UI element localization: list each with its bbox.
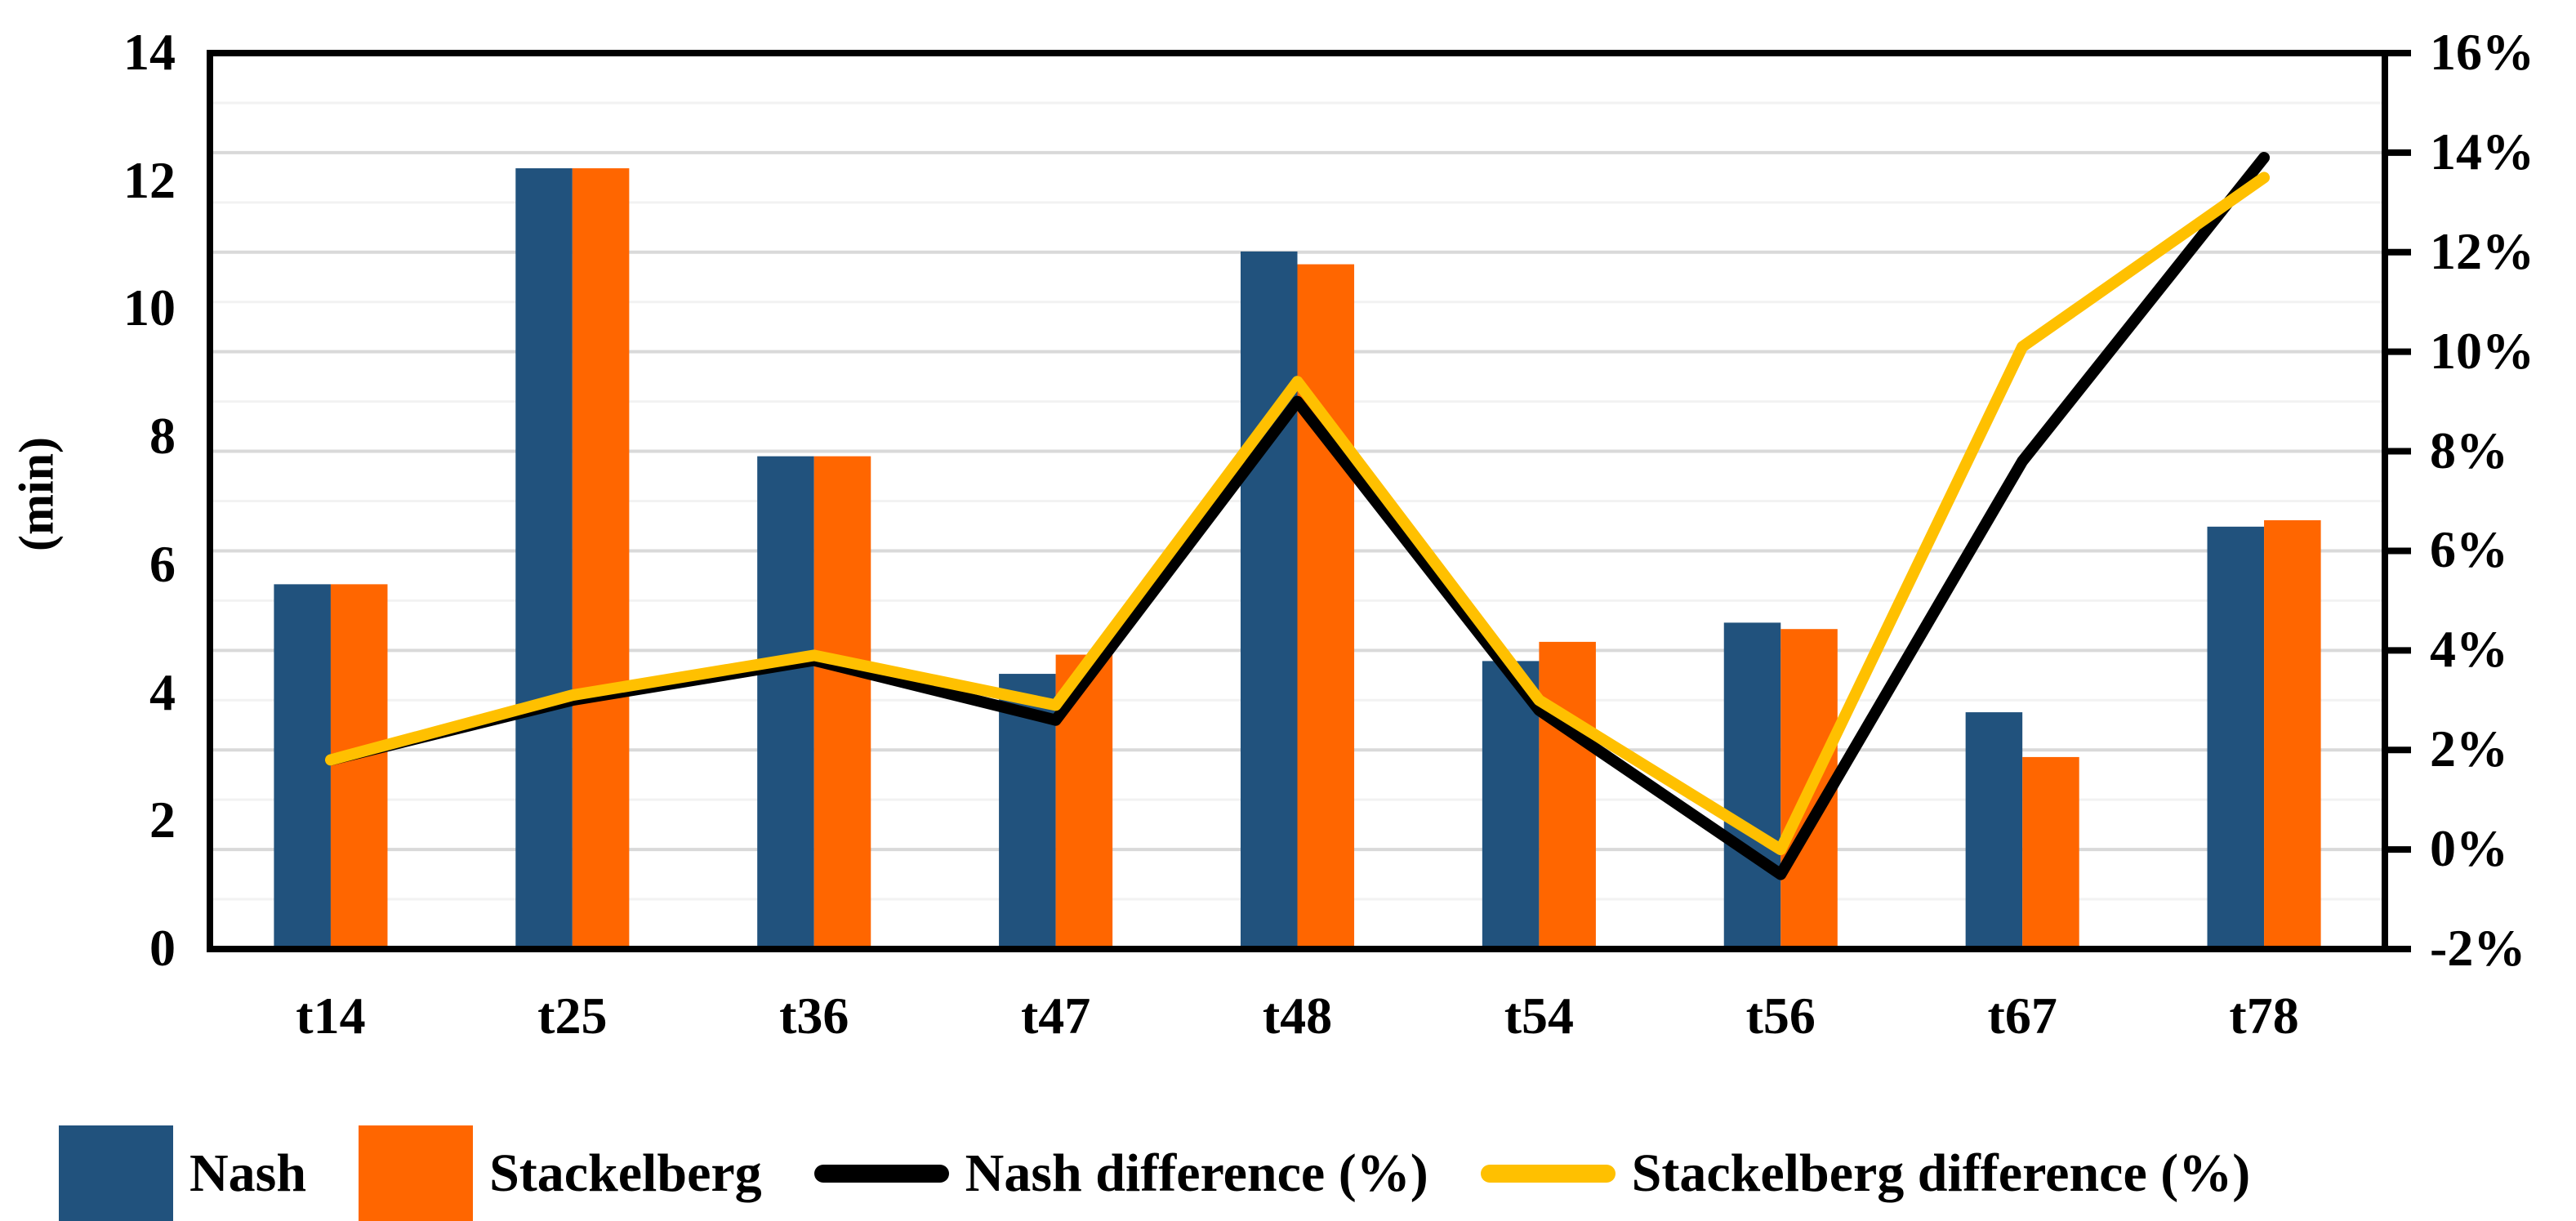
- stackelberg-bar: [813, 456, 871, 946]
- left-axis-tick-label: 6: [149, 534, 176, 593]
- stackelberg-bar: [330, 584, 388, 946]
- x-axis-category-label: t36: [779, 987, 849, 1045]
- right-axis-tick-label: -2%: [2430, 919, 2526, 977]
- right-axis-tick-label: 14%: [2430, 122, 2534, 180]
- legend-item-stackelberg: Stackelberg: [359, 1125, 762, 1221]
- right-axis-tick-label: 10%: [2430, 321, 2534, 380]
- right-axis-tick-label: 8%: [2430, 421, 2508, 479]
- legend-label-stackelberg-difference: Stackelberg difference (%): [1631, 1143, 2251, 1203]
- legend-label-nash: Nash: [189, 1143, 307, 1203]
- left-axis-tick-label: 12: [123, 150, 176, 209]
- legend: Nash Stackelberg Nash difference (%) Sta…: [59, 1125, 2517, 1221]
- legend-item-nash: Nash: [59, 1125, 306, 1221]
- left-axis-tick-label: 4: [149, 662, 176, 721]
- x-axis-category-label: t78: [2229, 987, 2299, 1045]
- stackelberg-swatch-icon: [359, 1125, 474, 1221]
- x-axis-category-label: t54: [1504, 987, 1575, 1045]
- x-axis-category-label: t56: [1745, 987, 1816, 1045]
- nash-difference-line-icon: [813, 1165, 949, 1183]
- right-axis-tick-label: 6%: [2430, 520, 2508, 579]
- legend-label-nash-difference: Nash difference (%): [965, 1143, 1428, 1203]
- nash-bar: [1723, 622, 1781, 946]
- x-axis-category-label: t25: [537, 987, 608, 1045]
- nash-bar: [1965, 712, 2023, 946]
- stackelberg-difference-line: [324, 172, 2271, 856]
- stackelberg-bar: [1539, 641, 1596, 946]
- left-axis-tick-label: 8: [149, 407, 176, 466]
- right-axis-tick-label: 2%: [2430, 720, 2508, 778]
- stackelberg-difference-line-icon: [1480, 1165, 1616, 1183]
- nash-bar: [1482, 661, 1540, 946]
- x-axis-category-label: t67: [1987, 987, 2057, 1045]
- stackelberg-bar: [1297, 264, 1355, 946]
- left-axis-tick-label: 2: [149, 791, 176, 849]
- left-axis-tick-label: 0: [149, 919, 176, 977]
- legend-item-nash-difference: Nash difference (%): [813, 1143, 1428, 1203]
- plot-border: [207, 50, 2388, 952]
- stackelberg-bar: [572, 168, 630, 947]
- right-axis-tick-label: 0%: [2430, 819, 2508, 878]
- nash-bar: [1240, 251, 1298, 947]
- nash-swatch-icon: [59, 1125, 173, 1221]
- nash-bar: [2207, 526, 2265, 946]
- stackelberg-bar: [2022, 756, 2079, 946]
- nash-bar: [274, 584, 331, 946]
- legend-label-stackelberg: Stackelberg: [489, 1143, 762, 1203]
- left-axis-tick-label: 14: [123, 23, 176, 81]
- stackelberg-bar: [2264, 520, 2321, 946]
- right-axis-tick-label: 4%: [2430, 620, 2508, 679]
- nash-bar: [757, 456, 814, 946]
- right-axis-tick-label: 12%: [2430, 221, 2534, 280]
- right-axis-tick-label: 16%: [2430, 23, 2534, 81]
- left-axis-tick-label: 10: [123, 279, 176, 337]
- nash-bar: [515, 168, 573, 947]
- x-axis-category-label: t47: [1020, 987, 1091, 1045]
- x-axis-category-label: t48: [1262, 987, 1333, 1045]
- x-axis-category-label: t14: [296, 987, 366, 1045]
- legend-item-stackelberg-difference: Stackelberg difference (%): [1480, 1143, 2251, 1203]
